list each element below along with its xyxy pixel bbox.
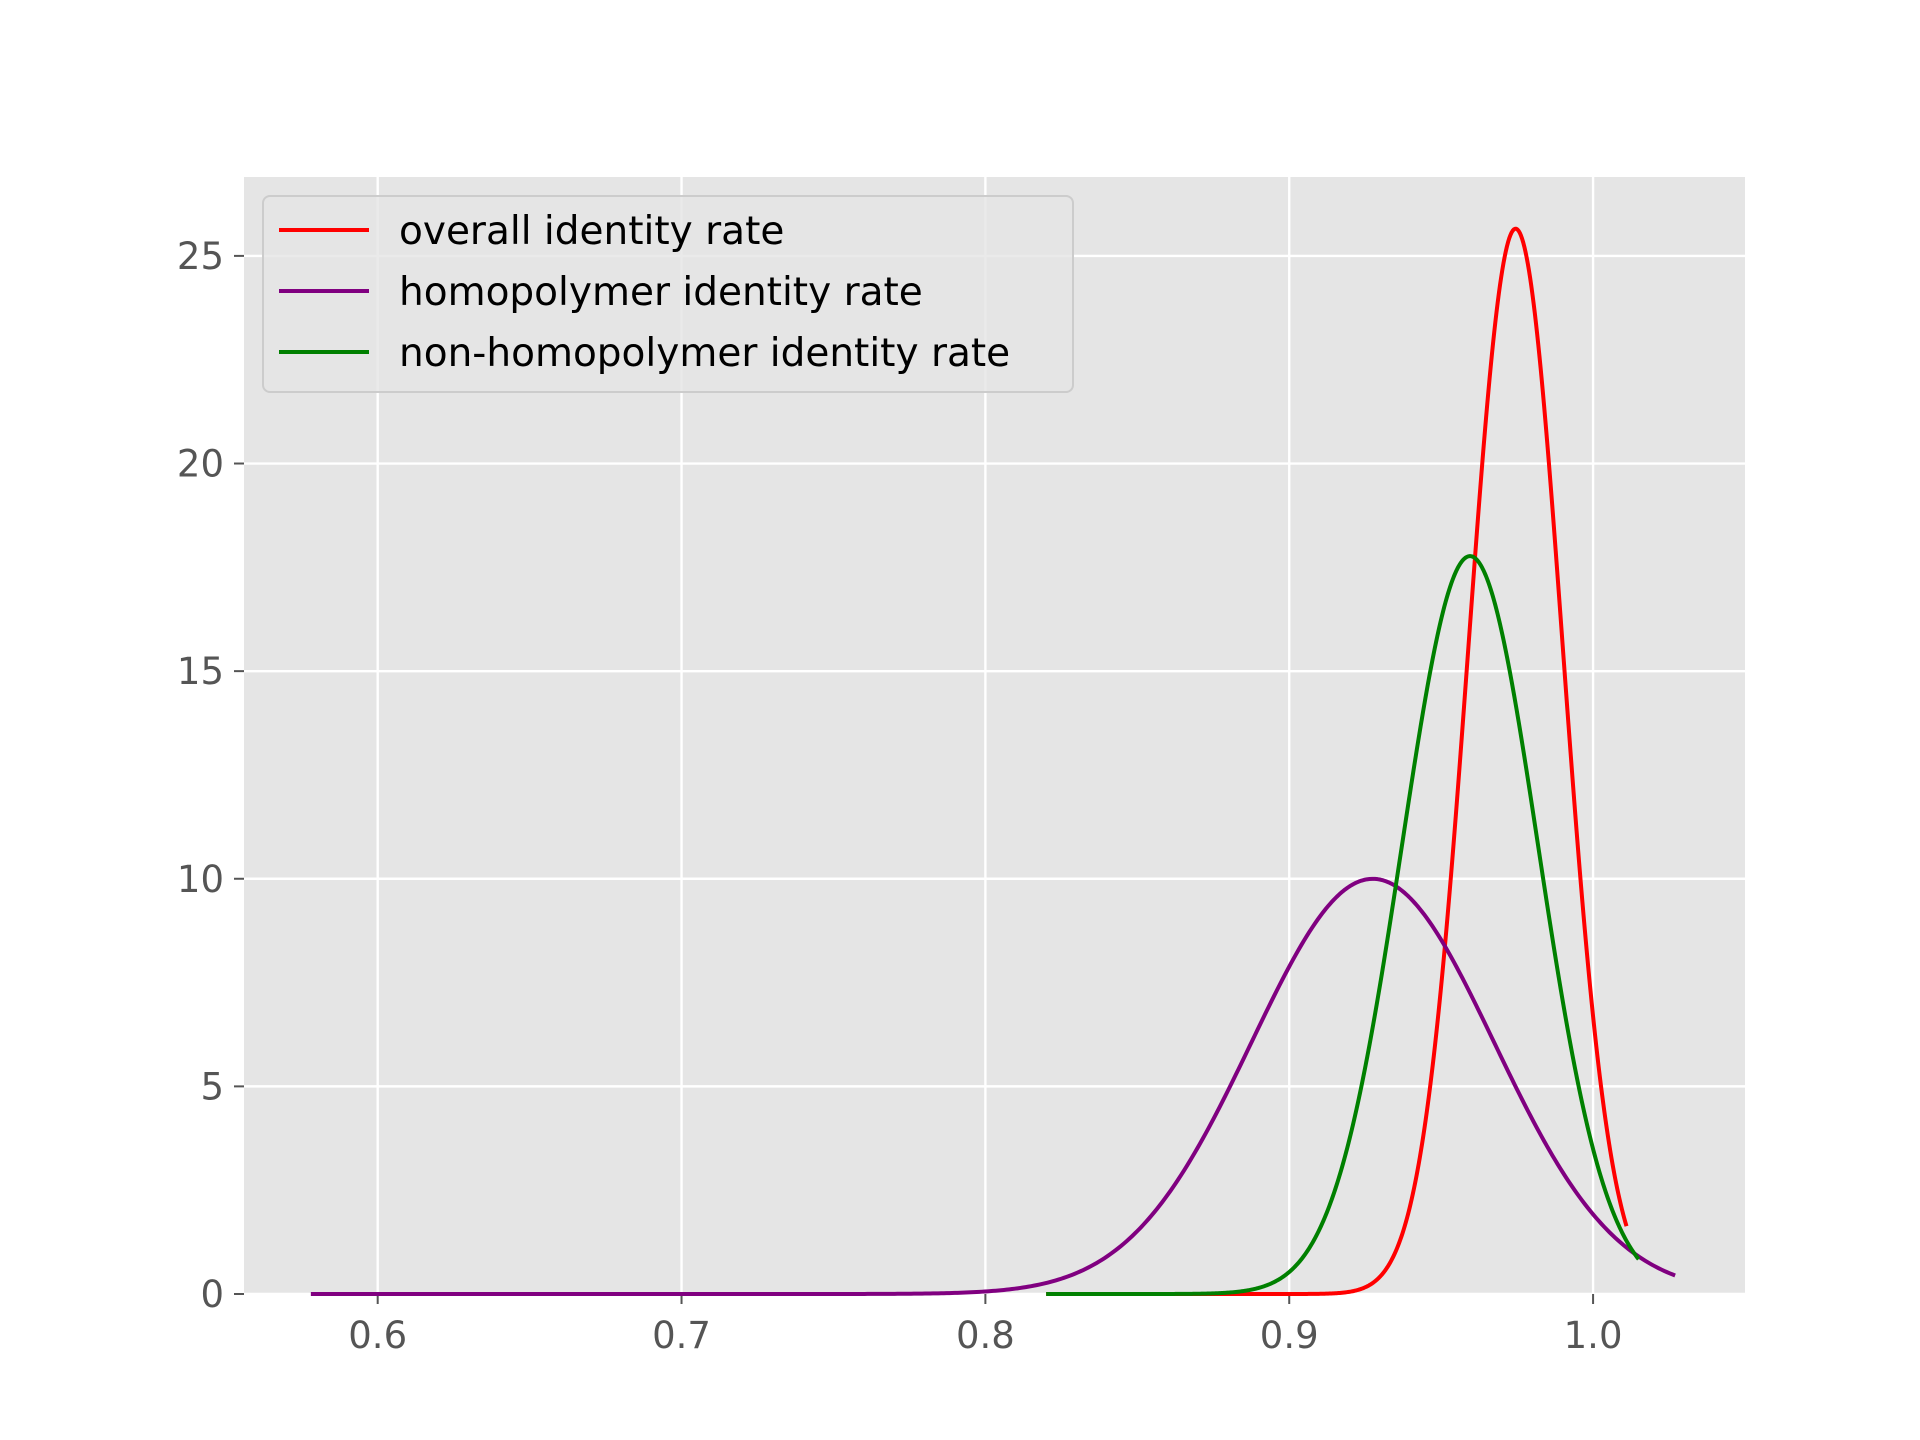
y-tick-label: 10 xyxy=(177,858,224,901)
x-tick-label: 0.9 xyxy=(1260,1314,1319,1357)
x-tick-label: 0.8 xyxy=(956,1314,1015,1357)
y-tick-label: 25 xyxy=(177,235,224,278)
y-tick-label: 5 xyxy=(200,1065,224,1108)
legend-box xyxy=(262,195,1074,393)
y-tick-label: 0 xyxy=(200,1273,224,1316)
x-tick-label: 0.6 xyxy=(348,1314,407,1357)
series-lines xyxy=(310,226,1676,1296)
legend-label: overall identity rate xyxy=(399,209,784,254)
y-tick-label: 20 xyxy=(177,443,224,486)
x-tick-label: 1.0 xyxy=(1564,1314,1623,1357)
series-line-1 xyxy=(310,876,1676,1296)
x-tick-label: 0.7 xyxy=(652,1314,711,1357)
legend-label: non-homopolymer identity rate xyxy=(399,331,1010,376)
y-tick-label: 15 xyxy=(177,650,224,693)
legend: overall identity rate homopolymer identit… xyxy=(262,195,1074,393)
series-line-2 xyxy=(1045,554,1641,1296)
legend-label: homopolymer identity rate xyxy=(399,270,923,315)
x-axis: 0.6 0.7 0.8 0.9 1.0 xyxy=(348,1294,1622,1357)
y-axis: 0 5 10 15 20 25 xyxy=(177,235,244,1316)
